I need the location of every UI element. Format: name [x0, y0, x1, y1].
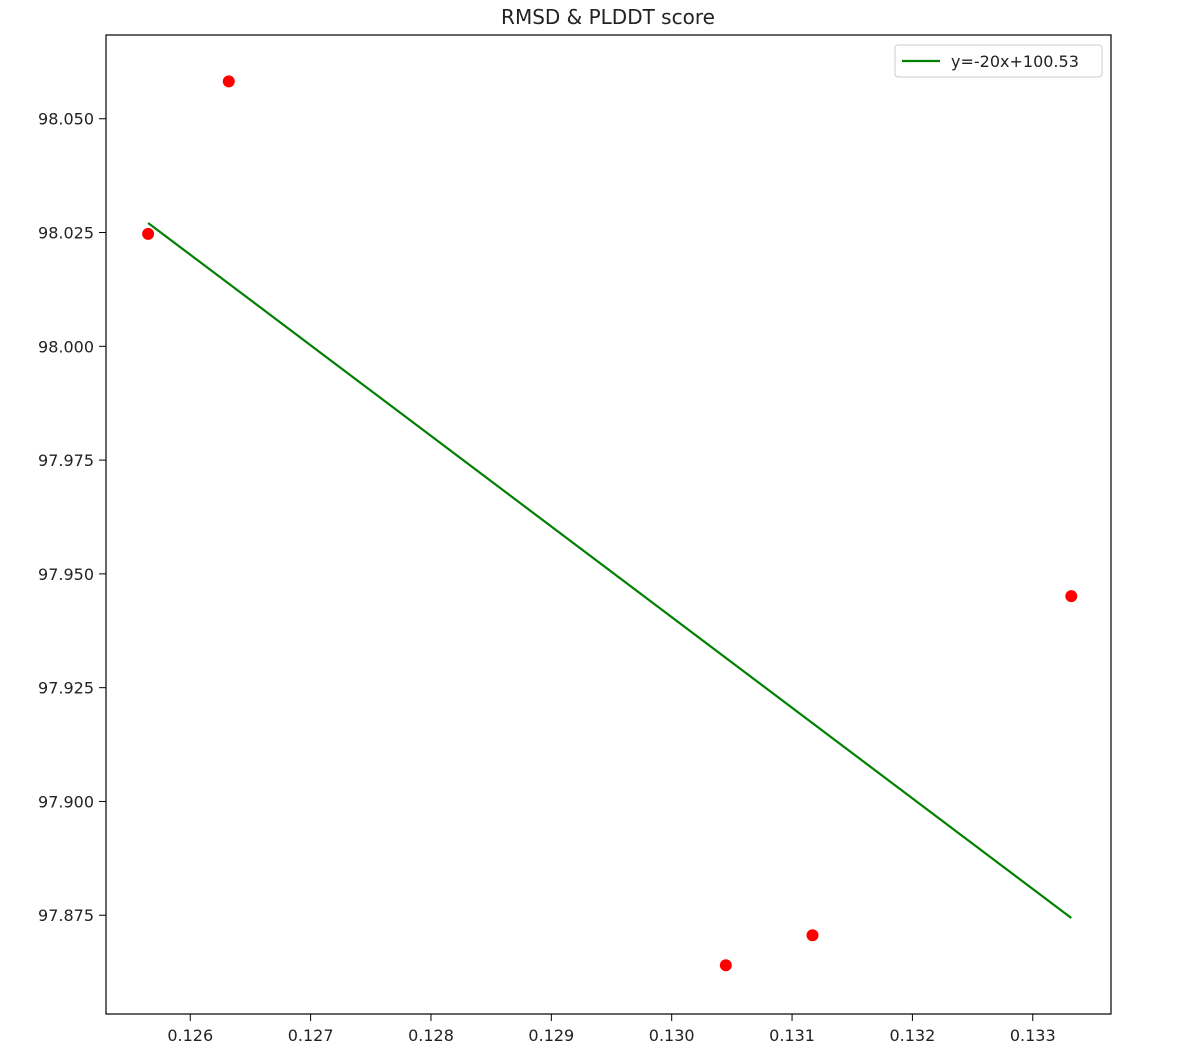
scatter-point: [806, 929, 819, 942]
scatter-point: [719, 959, 732, 972]
y-tick-label: 98.050: [38, 110, 94, 129]
scatter-point: [222, 75, 235, 88]
chart-title: RMSD & PLDDT score: [501, 5, 715, 29]
y-tick-label: 98.000: [38, 337, 94, 356]
regression-line: [147, 222, 1072, 919]
legend-label: y=-20x+100.53: [951, 52, 1079, 71]
y-tick-label: 98.025: [38, 224, 94, 243]
x-tick-label: 0.128: [408, 1026, 454, 1045]
y-tick-label: 97.875: [38, 906, 94, 925]
y-tick-label: 97.975: [38, 451, 94, 470]
y-tick-label: 97.900: [38, 792, 94, 811]
scatter-point: [1065, 590, 1078, 603]
x-tick-label: 0.133: [1010, 1026, 1056, 1045]
x-tick-label: 0.130: [649, 1026, 695, 1045]
axes: 0.126 0.127 0.128 0.129 0.130 0.131 0.132 0.133…: [38, 34, 1112, 1045]
plot-frame: [105, 34, 1112, 1015]
x-tick-label: 0.126: [167, 1026, 213, 1045]
scatter-point: [142, 227, 155, 240]
x-tick-label: 0.132: [890, 1026, 936, 1045]
y-tick-label: 97.950: [38, 565, 94, 584]
legend: y=-20x+100.53: [894, 44, 1103, 78]
x-tick-label: 0.127: [288, 1026, 334, 1045]
x-tick-label: 0.129: [528, 1026, 574, 1045]
legend-box: [894, 44, 1103, 78]
y-tick-label: 97.925: [38, 679, 94, 698]
plot-area: [142, 75, 1078, 972]
x-tick-label: 0.131: [769, 1026, 815, 1045]
